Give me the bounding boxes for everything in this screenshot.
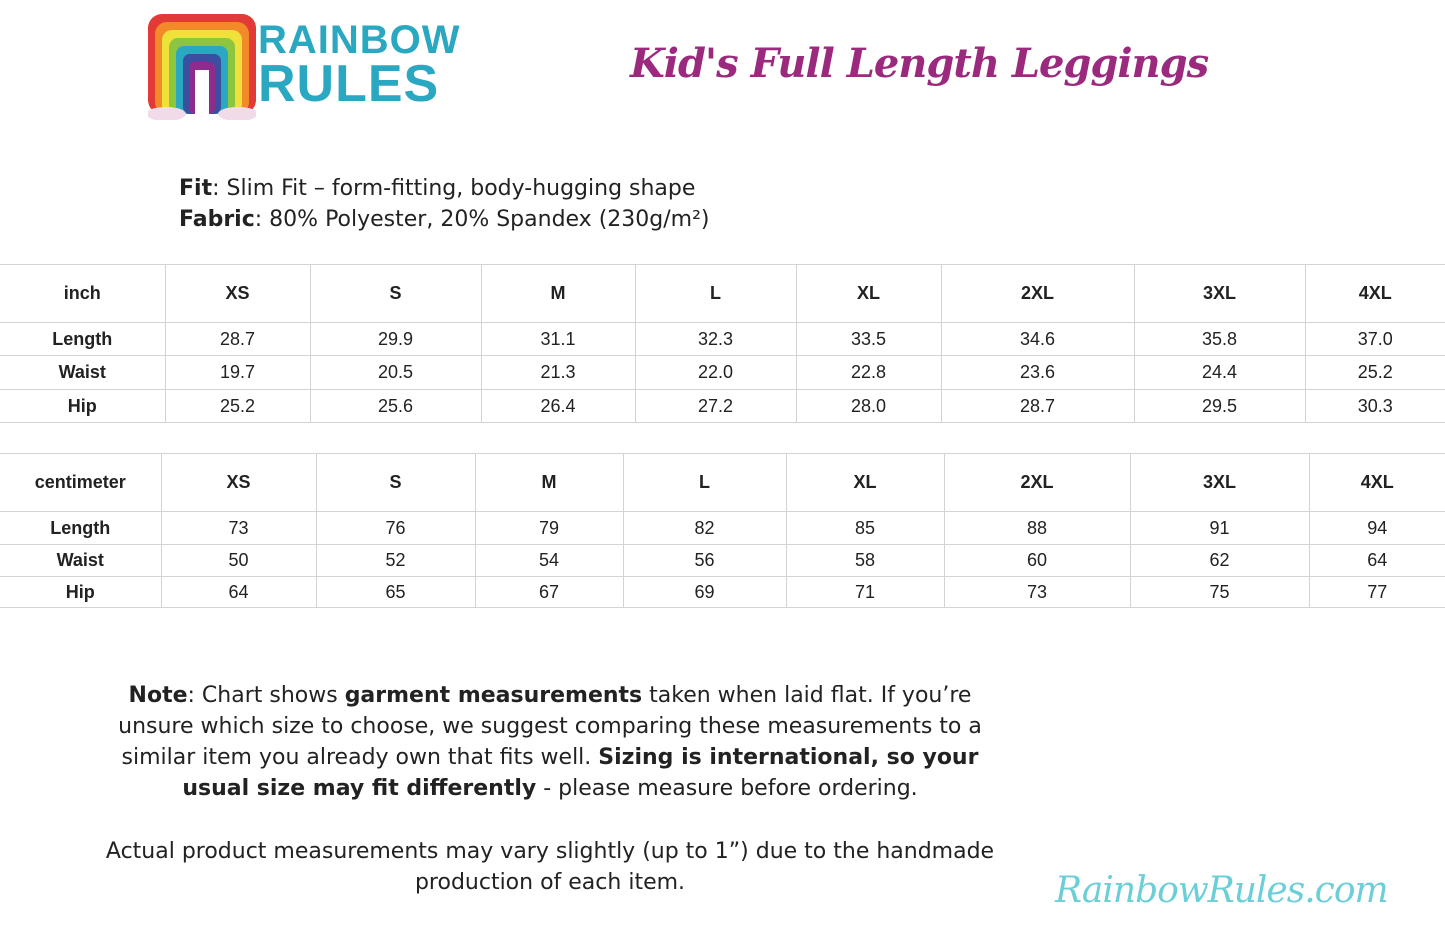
row-label: Waist xyxy=(0,544,162,577)
measurement-cell: 54 xyxy=(474,544,624,577)
measurement-cell: 73 xyxy=(943,576,1131,608)
table-row: Waist 19.7 20.5 21.3 22.0 22.8 23.6 24.4 25.2 xyxy=(0,355,1445,390)
logo-text-line2: RULES xyxy=(258,55,440,113)
row-label: Hip xyxy=(0,576,162,608)
measurement-cell: 20.5 xyxy=(309,355,482,390)
measurement-cell: 79 xyxy=(474,511,624,545)
measurement-cell: 62 xyxy=(1129,544,1310,577)
size-header: M xyxy=(480,264,636,323)
measurement-cell: 25.2 xyxy=(1304,355,1445,390)
measurement-cell: 58 xyxy=(785,544,945,577)
size-header: 3XL xyxy=(1129,453,1310,512)
measurement-cell: 73 xyxy=(160,511,317,545)
rainbow-logo-icon xyxy=(148,14,256,120)
measurement-cell: 32.3 xyxy=(634,322,797,356)
table-row: Hip 25.2 25.6 26.4 27.2 28.0 28.7 29.5 30.3 xyxy=(0,389,1445,423)
table-row: Length 28.7 29.9 31.1 32.3 33.5 34.6 35.8 37.0 xyxy=(0,322,1445,356)
measurement-cell: 91 xyxy=(1129,511,1310,545)
measurement-cell: 34.6 xyxy=(940,322,1135,356)
row-label: Length xyxy=(0,511,162,545)
size-header: XS xyxy=(160,453,317,512)
measurement-cell: 21.3 xyxy=(480,355,636,390)
measurement-cell: 64 xyxy=(160,576,317,608)
table-row: Waist 50 52 54 56 58 60 62 64 xyxy=(0,544,1445,577)
measurement-cell: 50 xyxy=(160,544,317,577)
table-header-row: centimeter XS S M L XL 2XL 3XL 4XL xyxy=(0,453,1445,512)
measurement-cell: 37.0 xyxy=(1304,322,1445,356)
measurement-cell: 52 xyxy=(315,544,476,577)
measurement-cell: 25.6 xyxy=(309,389,482,423)
fabric-label: Fabric xyxy=(179,207,255,232)
fabric-spec: Fabric: 80% Polyester, 20% Spandex (230g… xyxy=(179,207,709,232)
measurement-cell: 85 xyxy=(785,511,945,545)
size-header: L xyxy=(634,264,797,323)
size-header: L xyxy=(622,453,787,512)
fit-label: Fit xyxy=(179,176,213,201)
size-header: 4XL xyxy=(1304,264,1445,323)
measurement-cell: 69 xyxy=(622,576,787,608)
size-header: S xyxy=(309,264,482,323)
fit-value: : Slim Fit – form-fitting, body-hugging … xyxy=(212,176,696,201)
measurement-cell: 35.8 xyxy=(1133,322,1306,356)
measurement-cell: 75 xyxy=(1129,576,1310,608)
table-header-row: inch XS S M L XL 2XL 3XL 4XL xyxy=(0,264,1445,323)
size-header: XL xyxy=(785,453,945,512)
measurement-cell: 28.7 xyxy=(940,389,1135,423)
fabric-value: : 80% Polyester, 20% Spandex (230g/m²) xyxy=(254,207,710,232)
measurement-cell: 94 xyxy=(1308,511,1445,545)
note-paragraph: Note: Chart shows garment measurements t… xyxy=(118,683,982,801)
measurement-cell: 76 xyxy=(315,511,476,545)
measurement-cell: 64 xyxy=(1308,544,1445,577)
measurement-cell: 28.7 xyxy=(164,322,311,356)
measurement-cell: 26.4 xyxy=(480,389,636,423)
measurement-cell: 19.7 xyxy=(164,355,311,390)
size-header: XS xyxy=(164,264,311,323)
page-title: Kid's Full Length Leggings xyxy=(630,40,1209,87)
measurement-cell: 82 xyxy=(622,511,787,545)
size-header: S xyxy=(315,453,476,512)
measurement-cell: 56 xyxy=(622,544,787,577)
measurement-cell: 27.2 xyxy=(634,389,797,423)
centimeter-size-table: centimeter XS S M L XL 2XL 3XL 4XL Length 73 76 79 82… xyxy=(0,453,1445,608)
size-header: M xyxy=(474,453,624,512)
measurement-cell: 31.1 xyxy=(480,322,636,356)
measurement-cell: 30.3 xyxy=(1304,389,1445,423)
measurement-cell: 23.6 xyxy=(940,355,1135,390)
measurement-cell: 67 xyxy=(474,576,624,608)
measurement-cell: 71 xyxy=(785,576,945,608)
measurement-cell: 60 xyxy=(943,544,1131,577)
size-header: XL xyxy=(795,264,942,323)
website-link[interactable]: RainbowRules.com xyxy=(1055,870,1389,911)
table-row: Length 73 76 79 82 85 88 91 94 xyxy=(0,511,1445,545)
row-label: Waist xyxy=(0,355,166,390)
inch-size-table: inch XS S M L XL 2XL 3XL 4XL Length 28.7 29.9 31.1 32… xyxy=(0,264,1445,423)
brand-logo: RAINBOW RULES xyxy=(148,14,460,124)
size-header: 2XL xyxy=(943,453,1131,512)
measurement-cell: 22.8 xyxy=(795,355,942,390)
measurement-cell: 29.5 xyxy=(1133,389,1306,423)
measurement-cell: 33.5 xyxy=(795,322,942,356)
measurement-cell: 28.0 xyxy=(795,389,942,423)
unit-label: inch xyxy=(0,264,166,323)
measurement-cell: 22.0 xyxy=(634,355,797,390)
fit-spec: Fit: Slim Fit – form-fitting, body-huggi… xyxy=(179,176,695,201)
measurement-cell: 88 xyxy=(943,511,1131,545)
unit-label: centimeter xyxy=(0,453,162,512)
measurement-cell: 29.9 xyxy=(309,322,482,356)
row-label: Hip xyxy=(0,389,166,423)
table-row: Hip 64 65 67 69 71 73 75 77 xyxy=(0,576,1445,608)
size-header: 4XL xyxy=(1308,453,1445,512)
measurement-cell: 25.2 xyxy=(164,389,311,423)
size-header: 3XL xyxy=(1133,264,1306,323)
measurement-disclaimer: Actual product measurements may vary sli… xyxy=(105,839,995,895)
logo-text-line1: RAINBOW xyxy=(258,18,461,62)
measurement-cell: 77 xyxy=(1308,576,1445,608)
measurement-cell: 65 xyxy=(315,576,476,608)
measurement-cell: 24.4 xyxy=(1133,355,1306,390)
row-label: Length xyxy=(0,322,166,356)
size-header: 2XL xyxy=(940,264,1135,323)
